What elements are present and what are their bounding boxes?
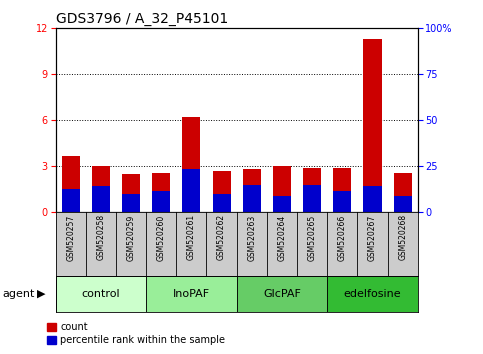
Bar <box>364 39 382 212</box>
Bar <box>122 194 140 212</box>
Bar <box>62 189 80 212</box>
Bar <box>303 185 321 212</box>
Text: GSM520268: GSM520268 <box>398 214 407 261</box>
Legend: count, percentile rank within the sample: count, percentile rank within the sample <box>43 319 229 349</box>
Bar <box>213 194 231 212</box>
Text: GSM520262: GSM520262 <box>217 214 226 261</box>
Bar <box>273 195 291 212</box>
Bar <box>56 276 146 312</box>
Bar <box>146 276 237 312</box>
Bar <box>237 276 327 312</box>
Text: GSM520267: GSM520267 <box>368 214 377 261</box>
Bar <box>394 172 412 212</box>
Bar <box>364 186 382 212</box>
Bar <box>327 276 418 312</box>
Text: GSM520265: GSM520265 <box>308 214 317 261</box>
Bar <box>273 166 291 212</box>
Text: ▶: ▶ <box>37 289 46 299</box>
Text: GSM520266: GSM520266 <box>338 214 347 261</box>
Text: control: control <box>82 289 120 299</box>
Text: GSM520263: GSM520263 <box>247 214 256 261</box>
Text: GDS3796 / A_32_P45101: GDS3796 / A_32_P45101 <box>56 12 228 26</box>
Text: InoPAF: InoPAF <box>173 289 210 299</box>
Bar <box>242 185 261 212</box>
Bar <box>62 156 80 212</box>
Text: GSM520257: GSM520257 <box>66 214 75 261</box>
Text: GSM520258: GSM520258 <box>96 214 105 261</box>
Bar <box>303 168 321 212</box>
Text: GSM520259: GSM520259 <box>127 214 136 261</box>
Bar <box>92 186 110 212</box>
Text: GSM520261: GSM520261 <box>187 214 196 261</box>
Bar <box>183 117 200 212</box>
Bar <box>394 195 412 212</box>
Bar <box>242 170 261 212</box>
Bar <box>92 166 110 212</box>
Text: edelfosine: edelfosine <box>344 289 401 299</box>
Bar <box>213 171 231 212</box>
Text: agent: agent <box>2 289 35 299</box>
Text: GSM520260: GSM520260 <box>156 214 166 261</box>
Bar <box>333 168 352 212</box>
Text: GlcPAF: GlcPAF <box>263 289 301 299</box>
Bar <box>122 174 140 212</box>
Bar <box>152 191 170 212</box>
Text: GSM520264: GSM520264 <box>277 214 286 261</box>
Bar <box>333 191 352 212</box>
Bar <box>152 172 170 212</box>
Bar <box>183 170 200 212</box>
